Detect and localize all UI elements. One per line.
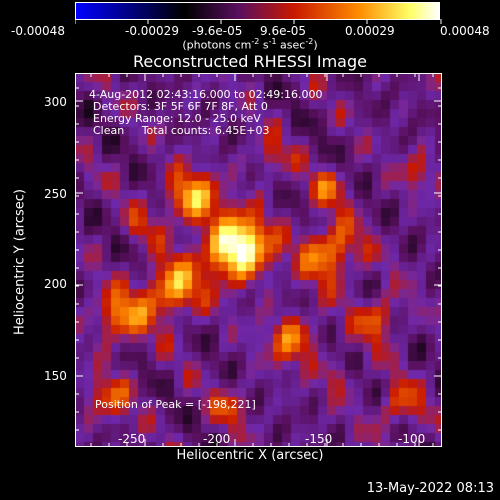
x-axis-label: Heliocentric X (arcsec) <box>176 448 324 463</box>
info-time: 4-Aug-2012 02:43:16.000 to 02:49:16.000 <box>89 88 323 101</box>
y-axis-label: Heliocentric Y (arcsec) <box>12 189 28 335</box>
x-tick-label: -100 <box>398 432 426 446</box>
colorbar-tick-label: 9.6e-05 <box>260 24 307 38</box>
colorbar-gradient <box>76 3 439 19</box>
y-tick-label: 300 <box>44 95 67 109</box>
info-energy: Energy Range: 12.0 - 25.0 keV <box>93 112 261 125</box>
plot-axes <box>75 73 442 447</box>
colorbar-ticks <box>75 19 442 24</box>
colorbar-tick-label: 0.00048 <box>440 24 490 38</box>
plot-timestamp: 13-May-2022 08:13 <box>366 481 494 496</box>
y-tick-label: 200 <box>44 277 67 291</box>
colorbar-tick-label: -0.00048 <box>11 24 65 38</box>
info-detectors: Detectors: 3F 5F 6F 7F 8F, Att 0 <box>93 100 268 113</box>
colorbar-tick-label: 0.00029 <box>345 24 395 38</box>
peak-position-label: Position of Peak = [-198,221] <box>95 398 256 411</box>
x-tick-label: -250 <box>118 432 146 446</box>
colorbar-tick-label: -0.00029 <box>125 24 179 38</box>
y-tick-label: 250 <box>44 187 67 201</box>
heatmap-image <box>75 73 442 447</box>
x-tick-label: -150 <box>305 432 333 446</box>
rhessi-image-plot: 4-Aug-2012 02:43:16.000 to 02:49:16.000 … <box>75 73 442 447</box>
colorbar-units: (photons cm-2 s-1 asec-2) <box>182 37 318 52</box>
x-tick-label: -200 <box>203 432 231 446</box>
y-tick-label: 150 <box>44 369 67 383</box>
info-clean: Clean Total counts: 6.45E+03 <box>93 124 270 137</box>
plot-title: Reconstructed RHESSI Image <box>133 52 367 71</box>
colorbar-tick-label: -9.6e-05 <box>192 24 243 38</box>
colorbar <box>75 2 440 20</box>
